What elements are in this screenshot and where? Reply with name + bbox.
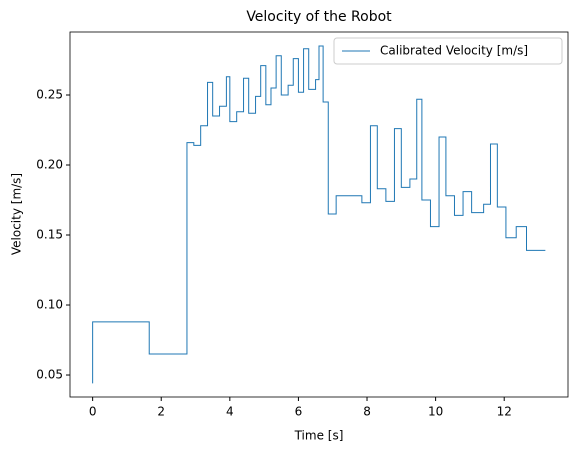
x-tick-label: 0 <box>89 405 97 419</box>
chart-title: Velocity of the Robot <box>246 9 392 25</box>
x-tick-label: 2 <box>157 405 165 419</box>
y-tick-label: 0.20 <box>36 158 63 172</box>
y-tick-label: 0.05 <box>36 368 63 382</box>
plot-frame <box>69 31 569 398</box>
y-tick-label: 0.10 <box>36 298 63 312</box>
legend-label: Calibrated Velocity [m/s] <box>380 44 528 58</box>
line-series <box>92 45 546 384</box>
y-tick-label: 0.15 <box>36 228 63 242</box>
y-axis-label: Velocity [m/s] <box>10 173 24 255</box>
x-axis-label: Time [s] <box>294 429 344 443</box>
legend-box <box>333 37 563 65</box>
x-tick-label: 4 <box>226 405 234 419</box>
x-tick-label: 6 <box>295 405 303 419</box>
x-tick-label: 10 <box>428 405 443 419</box>
x-tick-label: 8 <box>363 405 371 419</box>
y-tick-label: 0.25 <box>36 88 63 102</box>
x-tick-label: 12 <box>497 405 512 419</box>
